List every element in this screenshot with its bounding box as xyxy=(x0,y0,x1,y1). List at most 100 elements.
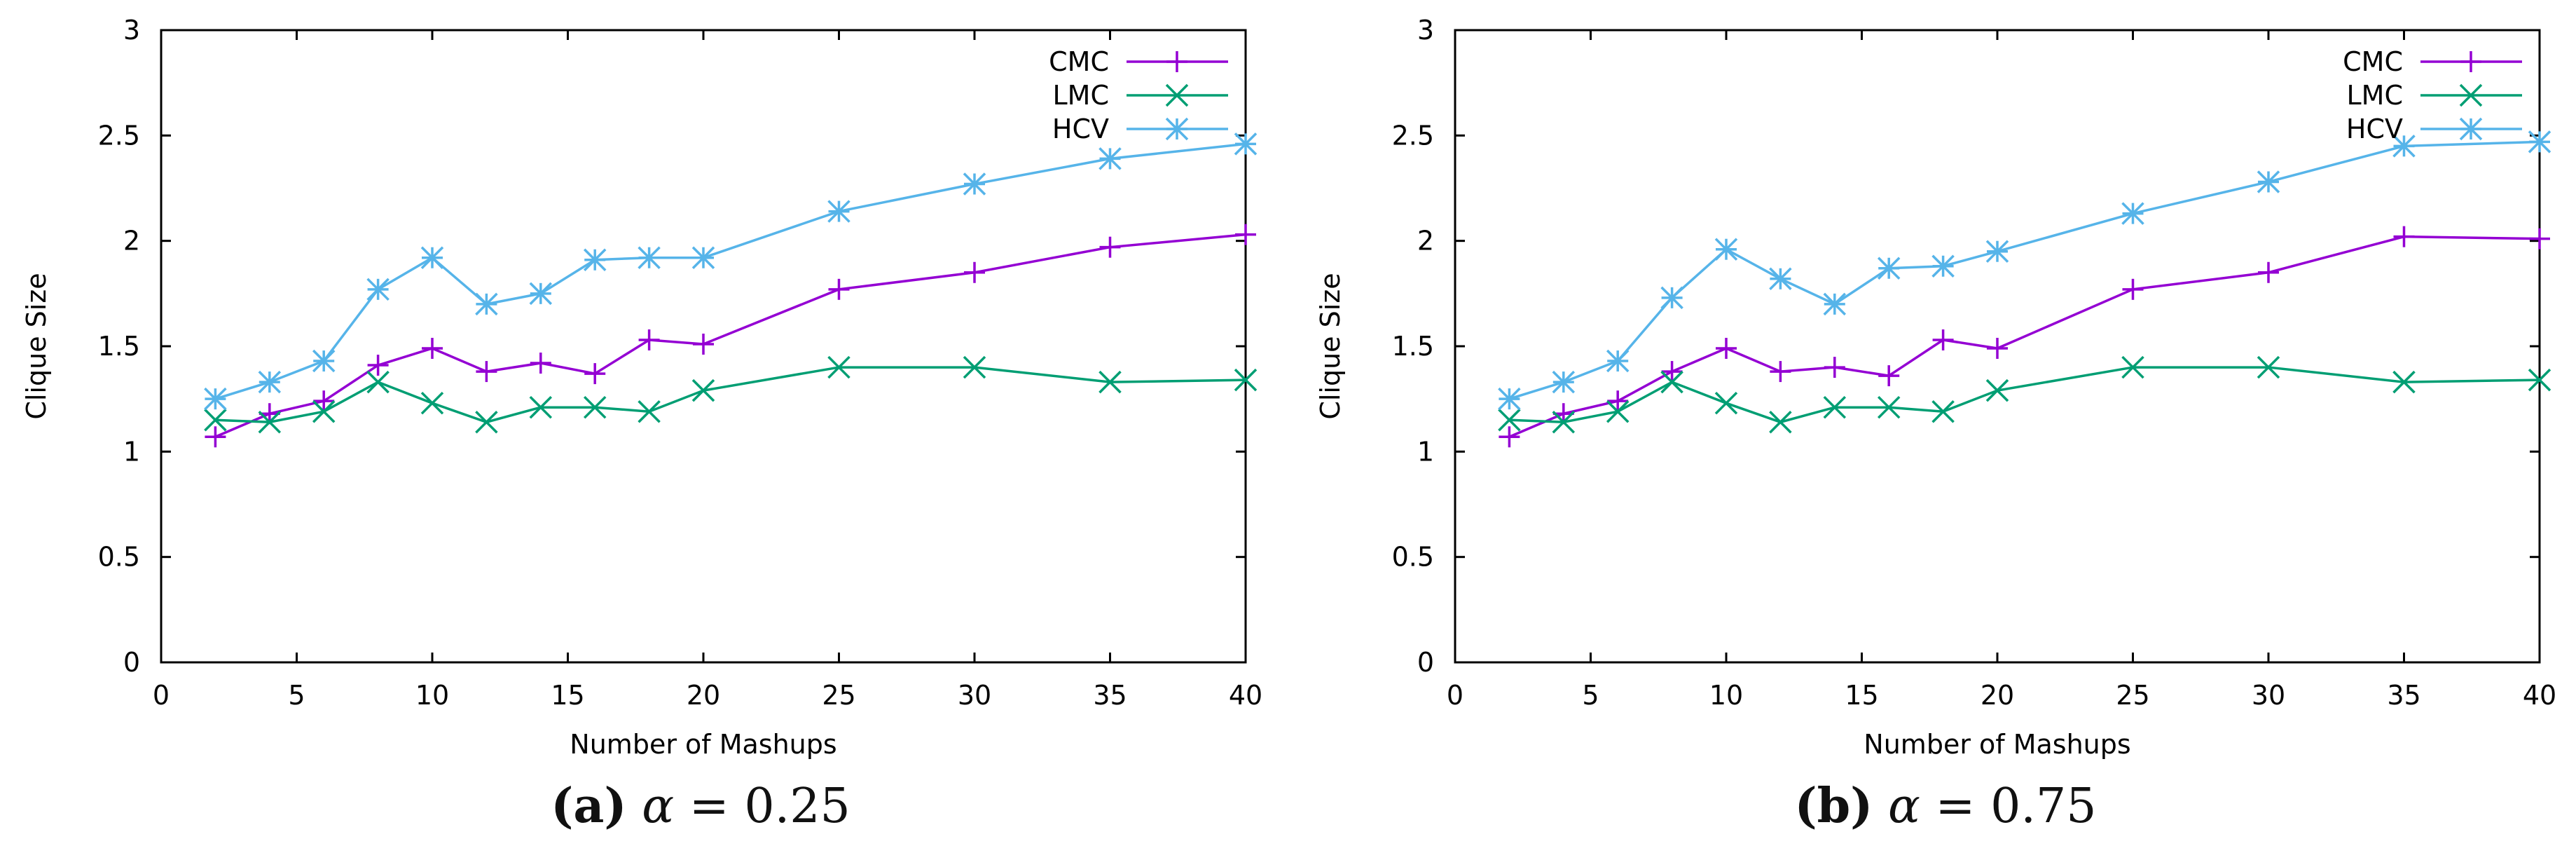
chart-b-ytick-label: 2.5 xyxy=(1392,120,1434,151)
chart-b-series-lmc-point xyxy=(1985,378,2009,402)
caption-a-symbol: α xyxy=(642,779,675,834)
chart-a-series-hcv-point xyxy=(1234,132,1258,156)
chart-a-series-hcv-point xyxy=(366,278,390,301)
caption-a-label: (a) xyxy=(551,778,627,834)
chart-b-legend-cmc-label: CMC xyxy=(2343,46,2403,77)
chart-b-series-hcv-point-d2 xyxy=(2392,135,2416,158)
chart-a-series-hcv-point-d2 xyxy=(258,370,282,394)
chart-a-series-lmc-point-d2 xyxy=(529,395,553,419)
chart-b-series-lmc-point-d2 xyxy=(1498,408,1521,432)
chart-a-series-hcv-point xyxy=(420,246,444,269)
chart-a-series-lmc-point xyxy=(827,355,850,379)
chart-b-series-hcv-point-d2 xyxy=(1931,254,1955,278)
caption-b: (b) α = 0.75 xyxy=(1595,778,2296,834)
chart-b-series-hcv-point-d2 xyxy=(1606,349,1630,373)
chart-a-legend-cmc-label: CMC xyxy=(1049,46,1109,77)
chart-a-series-cmc-point xyxy=(1099,236,1121,258)
chart-b-y-axis-label: Clique Size xyxy=(1315,273,1346,419)
chart-b-xtick-label: 30 xyxy=(2252,680,2285,711)
chart-b-series-hcv-point xyxy=(2121,202,2144,225)
chart-b-series-hcv-point xyxy=(1606,349,1630,373)
chart-a-series-hcv-line xyxy=(214,142,1246,400)
chart-b-series-lmc-point xyxy=(1660,370,1683,394)
chart-a-xtick-label: 20 xyxy=(687,680,720,711)
chart-a-series-lmc-point-d2 xyxy=(312,400,336,423)
chart-a: 0 5 10 15 20 25 30 35 40 0 0.5 1 1.5 2 2.5 3 Number of M… xyxy=(21,15,1262,760)
chart-a-series-hcv-point-d2 xyxy=(638,246,661,269)
chart-a-series-cmc xyxy=(205,224,1256,448)
chart-b-series-lmc-line xyxy=(1509,366,2540,424)
chart-b-legend-lmc-marker xyxy=(2459,83,2483,107)
caption-a: (a) α = 0.25 xyxy=(350,778,1051,834)
chart-b-ytick-label: 1.5 xyxy=(1392,331,1434,362)
chart-b-x-axis-label: Number of Mashups xyxy=(1864,729,2130,760)
caption-a-value: 0.25 xyxy=(744,779,850,834)
chart-a-series-lmc-point xyxy=(583,395,607,419)
chart-b-legend-hcv-marker xyxy=(2459,117,2483,141)
chart-a-series-hcv-point-d2 xyxy=(1098,147,1122,170)
chart-a-series-hcv xyxy=(204,132,1258,411)
chart-a-series-lmc-point-d2 xyxy=(691,378,715,402)
chart-a-legend-hcv-marker-d2 xyxy=(1165,117,1189,141)
chart-b-series-cmc-point xyxy=(1987,338,2008,360)
chart-a-xtick-label: 40 xyxy=(1229,680,1262,711)
chart-b-xtick-label: 15 xyxy=(1845,680,1878,711)
chart-a-series-lmc-point xyxy=(691,378,715,402)
caption-b-value: 0.75 xyxy=(1990,779,2097,834)
chart-b-series-lmc-point-d2 xyxy=(1931,400,1955,423)
chart-b-series-hcv-point-d2 xyxy=(2257,170,2280,193)
chart-a-xtick-label: 10 xyxy=(415,680,449,711)
chart-b-xtick-label: 40 xyxy=(2523,680,2556,711)
chart-a-series-hcv-point-d2 xyxy=(312,349,336,373)
chart-b-series-hcv-point xyxy=(1823,292,1847,316)
chart-b-series-hcv-point-d2 xyxy=(1714,238,1738,261)
chart-a-series-lmc-point-d2 xyxy=(827,355,850,379)
chart-a-series-cmc-point xyxy=(1235,224,1256,245)
chart-a-series-hcv-point-d2 xyxy=(691,246,715,269)
chart-a-ytick-label: 0.5 xyxy=(98,542,140,573)
chart-b-xtick-label: 35 xyxy=(2387,680,2420,711)
chart-a-ytick-label: 1.5 xyxy=(98,331,140,362)
chart-b-legend-hcv-marker-d2 xyxy=(2459,117,2483,141)
chart-b-series-cmc-point xyxy=(1661,361,1683,383)
chart-b-series-hcv-point-d2 xyxy=(1552,370,1576,394)
chart-b-series-hcv-point-d2 xyxy=(1823,292,1847,316)
chart-a-series-hcv-point xyxy=(204,387,227,411)
caption-b-equals: = xyxy=(1935,779,1976,834)
chart-b-series-hcv-point xyxy=(1877,257,1901,280)
chart-b-series-lmc-point-d2 xyxy=(1877,395,1901,419)
chart-b-series-hcv-point-d2 xyxy=(1498,387,1521,411)
chart-a-ytick-label: 2 xyxy=(123,226,140,257)
chart-a-series-cmc-point xyxy=(476,361,497,383)
chart-a-series-lmc-point-d2 xyxy=(583,395,607,419)
chart-b-series-lmc-point-d2 xyxy=(1660,370,1683,394)
chart-b-series-lmc-point xyxy=(1769,411,1792,434)
chart-a-ytick-label: 3 xyxy=(123,15,140,46)
chart-b-series-lmc-point xyxy=(1498,408,1521,432)
chart-b-series-hcv-point-d2 xyxy=(1769,267,1792,291)
chart-b-series-hcv-point-d2 xyxy=(1877,257,1901,280)
chart-b-xtick-label: 0 xyxy=(1447,680,1463,711)
chart-a-series-lmc-point-d2 xyxy=(1234,368,1258,392)
chart-a-series-hcv-point xyxy=(312,349,336,373)
chart-b-series-lmc-point xyxy=(2121,355,2144,379)
chart-a-ytick-label: 0 xyxy=(123,647,140,678)
chart-a-series-lmc-point xyxy=(1098,370,1122,394)
chart-b-series-lmc-point xyxy=(2528,368,2551,392)
caption-a-equals: = xyxy=(689,779,729,834)
chart-a-series-lmc-point xyxy=(529,395,553,419)
chart-b-series-lmc xyxy=(1498,355,2551,434)
chart-a-series-cmc-point xyxy=(530,353,551,374)
chart-a-series-cmc-point xyxy=(693,333,714,355)
chart-b-series-cmc-point xyxy=(1607,390,1629,412)
chart-a-series-hcv-point-d2 xyxy=(583,248,607,271)
chart-b-series-lmc-point xyxy=(1606,400,1630,423)
chart-b-series-hcv-point xyxy=(2528,130,2551,153)
chart-a-series-lmc-point-d2 xyxy=(258,411,282,434)
chart-b-ytick-label: 2 xyxy=(1417,226,1434,257)
chart-b-series-cmc-point xyxy=(1824,357,1845,378)
chart-a-series-hcv-point xyxy=(1098,147,1122,170)
chart-b-series-lmc-point xyxy=(1714,391,1738,415)
chart-b-series-cmc-point xyxy=(1770,361,1791,383)
chart-b-series-hcv-point xyxy=(2392,135,2416,158)
